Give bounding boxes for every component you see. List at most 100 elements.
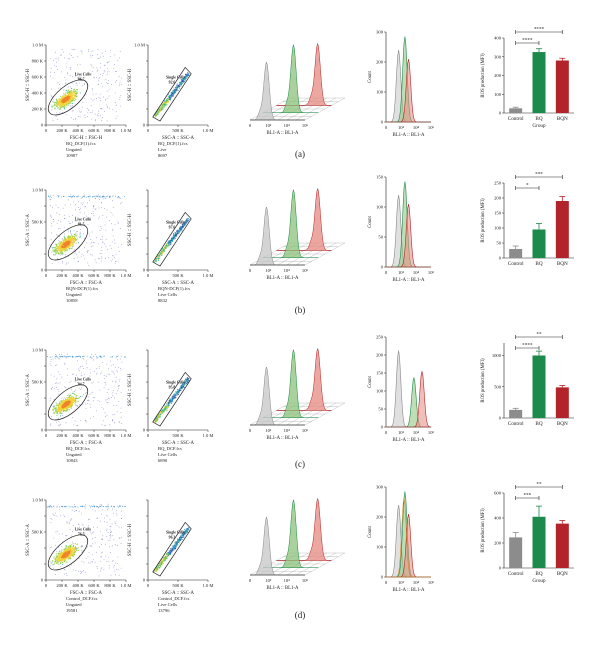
- event-dot: [168, 98, 170, 100]
- event-dot: [65, 263, 67, 265]
- event-dot: [80, 420, 82, 421]
- event-dot: [52, 194, 54, 196]
- event-dot: [98, 110, 99, 112]
- event-dot: [99, 93, 101, 95]
- event-dot: [101, 108, 103, 110]
- event-dot: [172, 95, 174, 97]
- x-tick-label: 10⁴: [284, 268, 291, 273]
- event-dot: [103, 70, 105, 71]
- event-dot: [114, 257, 115, 258]
- event-dot: [81, 253, 83, 255]
- event-dot: [172, 91, 174, 93]
- event-dot: [69, 105, 71, 107]
- event-dot: [185, 380, 187, 382]
- event-dot: [66, 103, 68, 105]
- event-dot: [59, 253, 61, 255]
- event-dot: [180, 226, 182, 228]
- event-dot: [171, 400, 173, 402]
- event-dot: [56, 57, 58, 59]
- event-dot: [52, 358, 54, 360]
- event-dot: [172, 90, 174, 92]
- event-dot: [58, 99, 61, 101]
- event-dot: [176, 89, 178, 91]
- x-tick-label: 10⁶: [302, 123, 309, 128]
- event-dot: [84, 374, 86, 376]
- event-dot: [71, 55, 73, 57]
- x-tick-label: 10²: [398, 430, 405, 435]
- event-dot: [63, 247, 65, 249]
- event-dot: [58, 57, 60, 59]
- event-dot: [101, 246, 103, 248]
- event-dot: [114, 92, 116, 94]
- event-dot: [170, 91, 172, 93]
- event-dot: [56, 404, 59, 407]
- event-dot: [83, 358, 85, 360]
- sample-info-line: 10843: [66, 458, 78, 463]
- event-dot: [59, 353, 61, 355]
- category-label: BQ: [535, 261, 542, 267]
- y-tick-label: 200: [494, 73, 502, 78]
- event-dot: [101, 256, 103, 258]
- event-dot: [50, 397, 52, 399]
- event-dot: [85, 363, 87, 365]
- event-dot: [76, 234, 78, 236]
- event-dot: [72, 110, 74, 112]
- gate-percent-label: 97.6: [169, 226, 176, 230]
- event-dot: [121, 84, 123, 85]
- event-dot: [80, 111, 82, 113]
- event-dot: [53, 250, 55, 252]
- y-tick-label: 800 K: [32, 59, 44, 64]
- event-dot: [92, 538, 94, 540]
- event-dot: [77, 56, 79, 58]
- event-dot: [78, 201, 80, 203]
- x-tick-label: 10²: [265, 428, 272, 433]
- event-dot: [181, 226, 183, 228]
- event-dot: [91, 254, 93, 256]
- event-dot: [53, 412, 55, 415]
- event-dot: [81, 572, 82, 574]
- event-dot: [71, 97, 73, 99]
- event-dot: [123, 195, 125, 197]
- event-dot: [174, 86, 176, 88]
- event-dot: [86, 399, 88, 401]
- event-dot: [74, 117, 76, 119]
- event-dot: [117, 196, 119, 198]
- event-dot: [56, 378, 58, 380]
- event-dot: [66, 407, 69, 409]
- event-dot: [157, 111, 159, 113]
- event-dot: [179, 83, 181, 85]
- event-dot: [91, 51, 93, 53]
- event-dot: [100, 74, 102, 75]
- event-dot: [165, 103, 167, 105]
- event-dot: [95, 195, 97, 197]
- event-dot: [100, 226, 102, 227]
- event-dot: [68, 102, 70, 104]
- event-dot: [67, 229, 69, 231]
- event-dot: [101, 250, 103, 252]
- event-dot: [167, 245, 169, 247]
- category-label: BQN: [557, 421, 568, 427]
- event-dot: [62, 261, 63, 262]
- x-tick-label: 400 K: [72, 433, 84, 438]
- event-dot: [68, 356, 70, 358]
- event-dot: [168, 97, 170, 99]
- event-dot: [64, 217, 66, 219]
- event-dot: [63, 101, 66, 104]
- event-dot: [100, 260, 102, 262]
- y-tick-label: 200: [494, 196, 502, 201]
- event-dot: [59, 106, 61, 108]
- event-dot: [173, 235, 175, 237]
- event-dot: [157, 111, 159, 113]
- event-dot: [94, 119, 96, 121]
- y-tick-label: 0: [499, 256, 502, 261]
- event-dot: [179, 387, 181, 389]
- event-dot: [64, 92, 67, 94]
- event-dot: [68, 396, 70, 399]
- event-dot: [62, 410, 64, 412]
- event-dot: [175, 90, 177, 92]
- y-tick-label: 250: [376, 335, 384, 340]
- event-dot: [110, 212, 112, 214]
- event-dot: [53, 375, 55, 377]
